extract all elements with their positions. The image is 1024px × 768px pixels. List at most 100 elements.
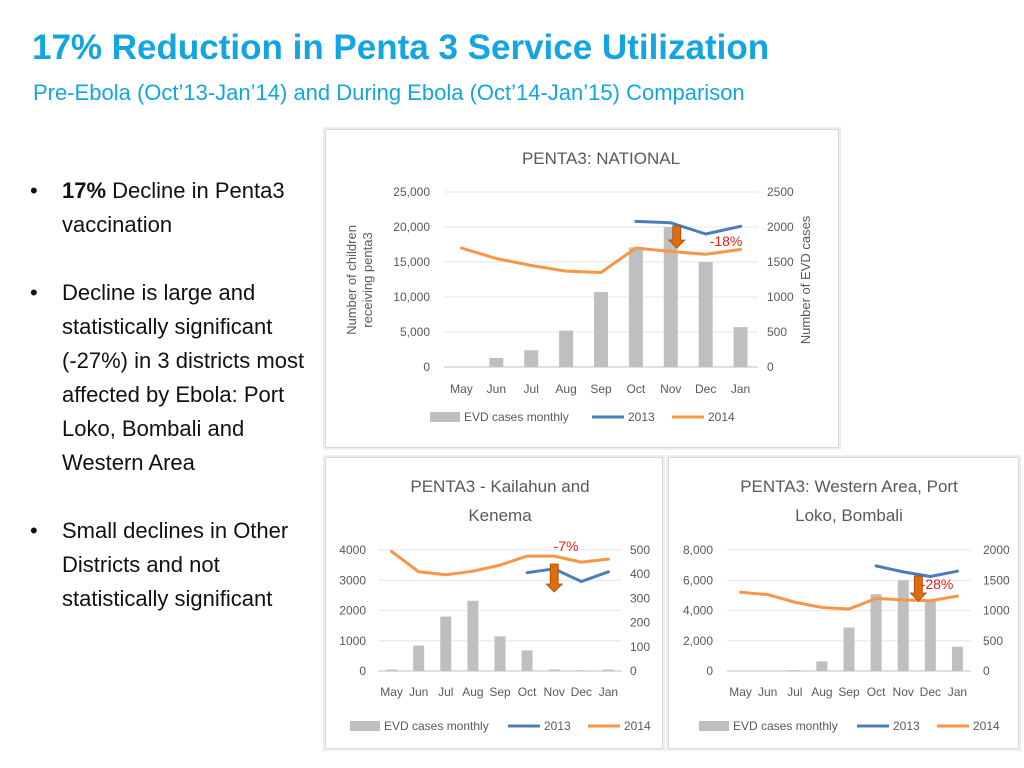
chart-title: PENTA3: Western Area, Port bbox=[740, 477, 958, 496]
y2-tick-label: 400 bbox=[630, 567, 650, 581]
decline-arrow-icon bbox=[667, 225, 686, 249]
y-tick-label: 15,000 bbox=[393, 255, 430, 269]
line-series-2013 bbox=[525, 567, 610, 583]
x-tick-label: Nov bbox=[893, 685, 914, 699]
y-tick-label: 25,000 bbox=[393, 185, 430, 199]
y-tick-label: 2000 bbox=[339, 604, 366, 618]
x-tick-label: Dec bbox=[920, 685, 941, 699]
chart-western-area-panel: PENTA3: Western Area, Port Loko, Bombali 0… bbox=[668, 457, 1019, 749]
chart-title: PENTA3 - Kailahun and bbox=[410, 477, 589, 496]
x-tick-label: Jun bbox=[758, 685, 777, 699]
x-tick-label: Sep bbox=[590, 382, 612, 396]
bar-evd-cases bbox=[663, 227, 678, 367]
y2-tick-label: 1000 bbox=[983, 604, 1010, 618]
y2-tick-label: 100 bbox=[630, 640, 650, 654]
y2-tick-label: 500 bbox=[630, 543, 650, 557]
bar-evd-cases bbox=[924, 599, 936, 671]
x-tick-label: Sep bbox=[489, 685, 511, 699]
bullet-text: Decline is large and statistically signi… bbox=[62, 280, 305, 475]
y2-tick-label: 0 bbox=[630, 664, 637, 678]
y-tick-label: 5,000 bbox=[400, 325, 430, 339]
y-tick-label: 0 bbox=[423, 360, 430, 374]
x-tick-label: Jul bbox=[524, 382, 539, 396]
y2-tick-label: 1000 bbox=[767, 290, 794, 304]
y2-tick-label: 0 bbox=[767, 360, 774, 374]
bullet-bold-text: 17% bbox=[62, 178, 107, 203]
legend-swatch-evd bbox=[430, 412, 460, 422]
x-tick-label: May bbox=[380, 685, 403, 699]
page-title: 17% Reduction in Penta 3 Service Utiliza… bbox=[32, 28, 770, 67]
decline-arrow-icon bbox=[545, 563, 564, 593]
bar-evd-cases bbox=[413, 645, 425, 671]
x-tick-label: Dec bbox=[695, 382, 716, 396]
bar-evd-cases bbox=[870, 594, 882, 671]
y2-tick-label: 2000 bbox=[983, 543, 1010, 557]
legend-swatch-evd bbox=[699, 721, 729, 731]
decline-percent-label: -18% bbox=[710, 233, 743, 249]
bullet-dot: • bbox=[30, 280, 38, 305]
legend-label: EVD cases monthly bbox=[464, 410, 569, 424]
x-tick-label: Sep bbox=[838, 685, 860, 699]
y-tick-label: 1000 bbox=[339, 634, 366, 648]
y2-tick-label: 200 bbox=[630, 616, 650, 630]
chart-kailahun-kenema: PENTA3 - Kailahun and Kenema 0 1000 2000 3000… bbox=[339, 477, 651, 733]
x-tick-label: Jul bbox=[438, 685, 453, 699]
line-series-2014 bbox=[459, 246, 743, 274]
bar-evd-cases bbox=[733, 327, 748, 367]
chart-title: Kenema bbox=[468, 506, 532, 525]
bar-evd-cases bbox=[951, 646, 963, 671]
y2-tick-label: 0 bbox=[983, 664, 990, 678]
y-tick-label: 4,000 bbox=[683, 604, 713, 618]
bar-evd-cases bbox=[843, 627, 855, 671]
x-tick-label: Jan bbox=[948, 685, 967, 699]
bullet-dot: • bbox=[30, 518, 38, 543]
y-tick-label: 2,000 bbox=[683, 634, 713, 648]
x-tick-label: Oct bbox=[627, 382, 646, 396]
chart-title: Loko, Bombali bbox=[795, 506, 903, 525]
y-tick-label: 3000 bbox=[339, 573, 366, 587]
x-tick-label: Jun bbox=[409, 685, 428, 699]
bar-evd-cases bbox=[789, 670, 801, 671]
x-tick-label: Nov bbox=[544, 685, 565, 699]
chart-title: PENTA3: NATIONAL bbox=[522, 149, 680, 168]
y2-tick-label: 300 bbox=[630, 591, 650, 605]
chart-kailahun-kenema-panel: PENTA3 - Kailahun and Kenema 0 1000 2000 3000… bbox=[325, 457, 663, 749]
bullet-item: • Small declines in Other Districts and … bbox=[28, 514, 308, 616]
x-tick-label: Jun bbox=[487, 382, 506, 396]
y-tick-label: 0 bbox=[706, 664, 713, 678]
y-axis-title: Number of childrenreceiving penta3 bbox=[344, 225, 375, 335]
page-subtitle: Pre-Ebola (Oct’13-Jan’14) and During Ebo… bbox=[33, 80, 745, 105]
bar-evd-cases bbox=[698, 262, 713, 367]
y-tick-label: 4000 bbox=[339, 543, 366, 557]
y-axis-title-line: receiving penta3 bbox=[360, 232, 375, 327]
legend-label: EVD cases monthly bbox=[733, 719, 838, 733]
y-axis-title-line: Number of children bbox=[344, 225, 359, 335]
x-tick-label: Dec bbox=[571, 685, 592, 699]
legend-label: 2013 bbox=[544, 719, 571, 733]
bar-evd-cases bbox=[897, 580, 909, 671]
y2-tick-label: 500 bbox=[767, 325, 787, 339]
bullet-item: • Decline is large and statistically sig… bbox=[28, 276, 308, 480]
x-tick-label: Aug bbox=[811, 685, 832, 699]
x-tick-label: Oct bbox=[518, 685, 537, 699]
legend-label: 2013 bbox=[628, 410, 655, 424]
decline-percent-label: -7% bbox=[554, 538, 579, 554]
x-tick-label: Jan bbox=[599, 685, 618, 699]
decline-arrow-icon bbox=[909, 575, 928, 602]
bar-evd-cases bbox=[467, 600, 479, 671]
bar-evd-cases bbox=[494, 636, 506, 671]
x-tick-label: May bbox=[729, 685, 752, 699]
y2-axis-title: Number of EVD cases bbox=[798, 215, 813, 344]
x-tick-label: Aug bbox=[555, 382, 576, 396]
line-series-2013 bbox=[634, 219, 743, 236]
bar-evd-cases bbox=[489, 357, 504, 367]
y2-tick-label: 2500 bbox=[767, 185, 794, 199]
bullet-list: • 17% Decline in Penta3 vaccination • De… bbox=[28, 174, 308, 650]
bullet-item: • 17% Decline in Penta3 vaccination bbox=[28, 174, 308, 242]
y-tick-label: 10,000 bbox=[393, 290, 430, 304]
legend-label: 2014 bbox=[624, 719, 651, 733]
x-tick-label: Jul bbox=[787, 685, 802, 699]
bar-evd-cases bbox=[524, 350, 539, 367]
y-tick-label: 6,000 bbox=[683, 573, 713, 587]
bar-evd-cases bbox=[594, 292, 608, 367]
